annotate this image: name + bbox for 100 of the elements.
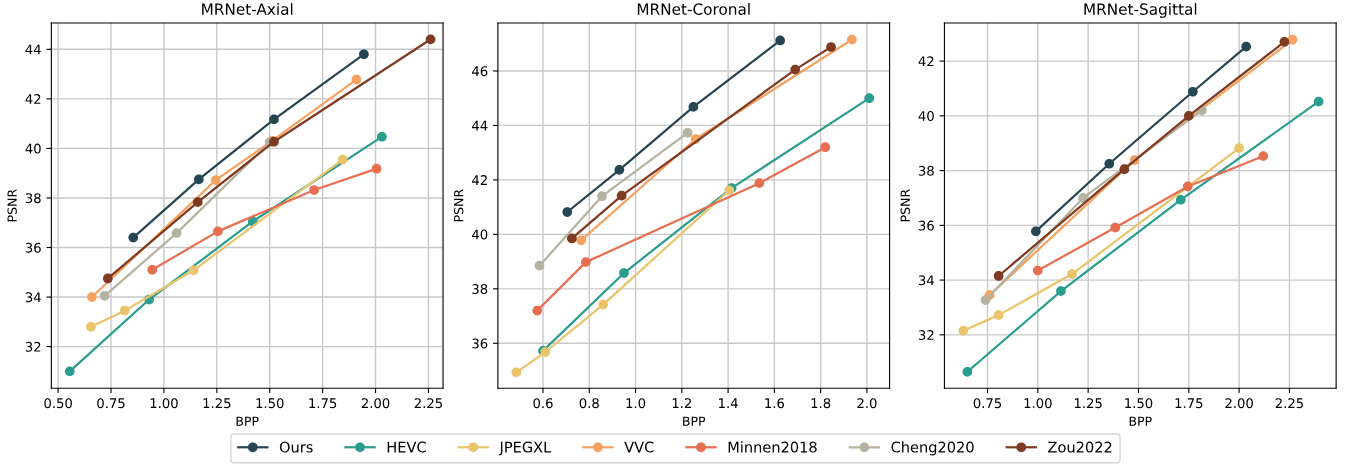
x-tick-label: 2.00 [1225, 398, 1253, 409]
point [1258, 151, 1269, 161]
x-tick-label: 2.25 [1275, 398, 1303, 409]
y-tick-label: 44 [25, 44, 41, 55]
point [682, 127, 693, 138]
point [359, 49, 369, 60]
point [532, 305, 543, 316]
x-tick-label: 2.25 [414, 398, 442, 409]
x-tick-label: 1.00 [150, 398, 178, 409]
x-tick-label: 1.8 [811, 398, 831, 409]
chart-title: MRNet-Coronal [637, 3, 750, 15]
x-tick-label: 1.50 [1125, 398, 1153, 409]
point [1056, 286, 1066, 296]
x-tick-label: 0.75 [97, 398, 125, 409]
chart-title: MRNet-Sagittal [1084, 3, 1197, 18]
point [962, 366, 973, 377]
y-tick-label: 38 [918, 165, 934, 176]
x-tick-label: 1.2 [672, 398, 691, 408]
point [1030, 226, 1041, 237]
point [619, 268, 629, 278]
point [1182, 181, 1193, 192]
point [1279, 37, 1290, 47]
y-tick-label: 40 [25, 143, 41, 154]
legend-label: VVC [624, 441, 654, 453]
point [958, 325, 969, 336]
point [1234, 143, 1244, 153]
y-tick-label: 42 [918, 56, 934, 67]
x-tick-label: 1.6 [765, 398, 785, 409]
x-axis-title: BPP [236, 416, 259, 426]
point [351, 74, 362, 85]
x-axis-title: BPP [1129, 416, 1152, 426]
point [688, 102, 699, 112]
legend-label: JPEGXL [498, 441, 552, 456]
point [980, 295, 991, 305]
y-tick-label: 34 [25, 292, 41, 303]
y-axis-title: PSNR [7, 189, 17, 222]
point [337, 154, 348, 165]
y-tick-label: 32 [25, 341, 41, 352]
point [562, 207, 573, 217]
point [102, 273, 113, 284]
point [775, 35, 786, 46]
point [1078, 193, 1088, 203]
point [192, 197, 203, 208]
legend-label: Cheng2020 [891, 441, 974, 456]
point [576, 235, 587, 246]
y-tick-label: 36 [918, 220, 934, 231]
x-tick-label: 1.50 [256, 398, 284, 409]
point [864, 93, 875, 104]
x-tick-label: 0.50 [44, 398, 72, 409]
x-tick-label: 2.00 [361, 398, 390, 409]
y-tick-label: 38 [472, 284, 488, 295]
point [847, 34, 857, 45]
point [377, 131, 387, 142]
x-tick-label: 0.75 [973, 398, 1002, 409]
y-tick-label: 42 [25, 94, 41, 104]
x-tick-label: 1.75 [309, 398, 337, 409]
x-tick-label: 1.75 [1175, 398, 1203, 409]
point [614, 164, 625, 175]
point [993, 271, 1004, 281]
x-tick-label: 1.00 [1024, 398, 1052, 409]
y-tick-label: 36 [25, 242, 41, 253]
point [1110, 222, 1121, 233]
x-axis-title: BPP [683, 416, 706, 426]
point [210, 175, 221, 185]
point [213, 226, 223, 237]
legend-label: Minnen2018 [728, 441, 817, 453]
point [128, 232, 139, 243]
y-tick-label: 36 [472, 338, 488, 349]
x-tick-label: 2.0 [857, 398, 877, 409]
point [64, 366, 75, 377]
point [598, 299, 609, 310]
point [1183, 110, 1194, 121]
point [371, 163, 382, 174]
point [309, 185, 320, 195]
x-tick-label: 1.0 [626, 398, 646, 409]
point [580, 257, 591, 267]
y-tick-label: 40 [472, 229, 488, 240]
point [1175, 195, 1186, 205]
point [193, 174, 204, 185]
point [511, 367, 522, 378]
y-axis-title: PSNR [900, 189, 910, 222]
point [119, 305, 130, 316]
point [147, 264, 158, 275]
point [534, 260, 545, 271]
point [1104, 158, 1115, 169]
point [820, 142, 831, 153]
point [86, 321, 96, 332]
y-tick-label: 40 [918, 111, 934, 122]
point [567, 233, 577, 244]
y-tick-label: 46 [472, 66, 488, 77]
point [87, 292, 97, 302]
point [1032, 265, 1043, 276]
point [99, 290, 110, 301]
x-tick-label: 1.25 [203, 398, 231, 409]
x-tick-label: 0.6 [533, 398, 553, 409]
point [993, 310, 1004, 320]
point [188, 265, 199, 276]
point [1313, 96, 1324, 107]
legend-label: Zou2022 [1048, 441, 1112, 453]
chart-title: MRNet-Axial [202, 3, 293, 15]
